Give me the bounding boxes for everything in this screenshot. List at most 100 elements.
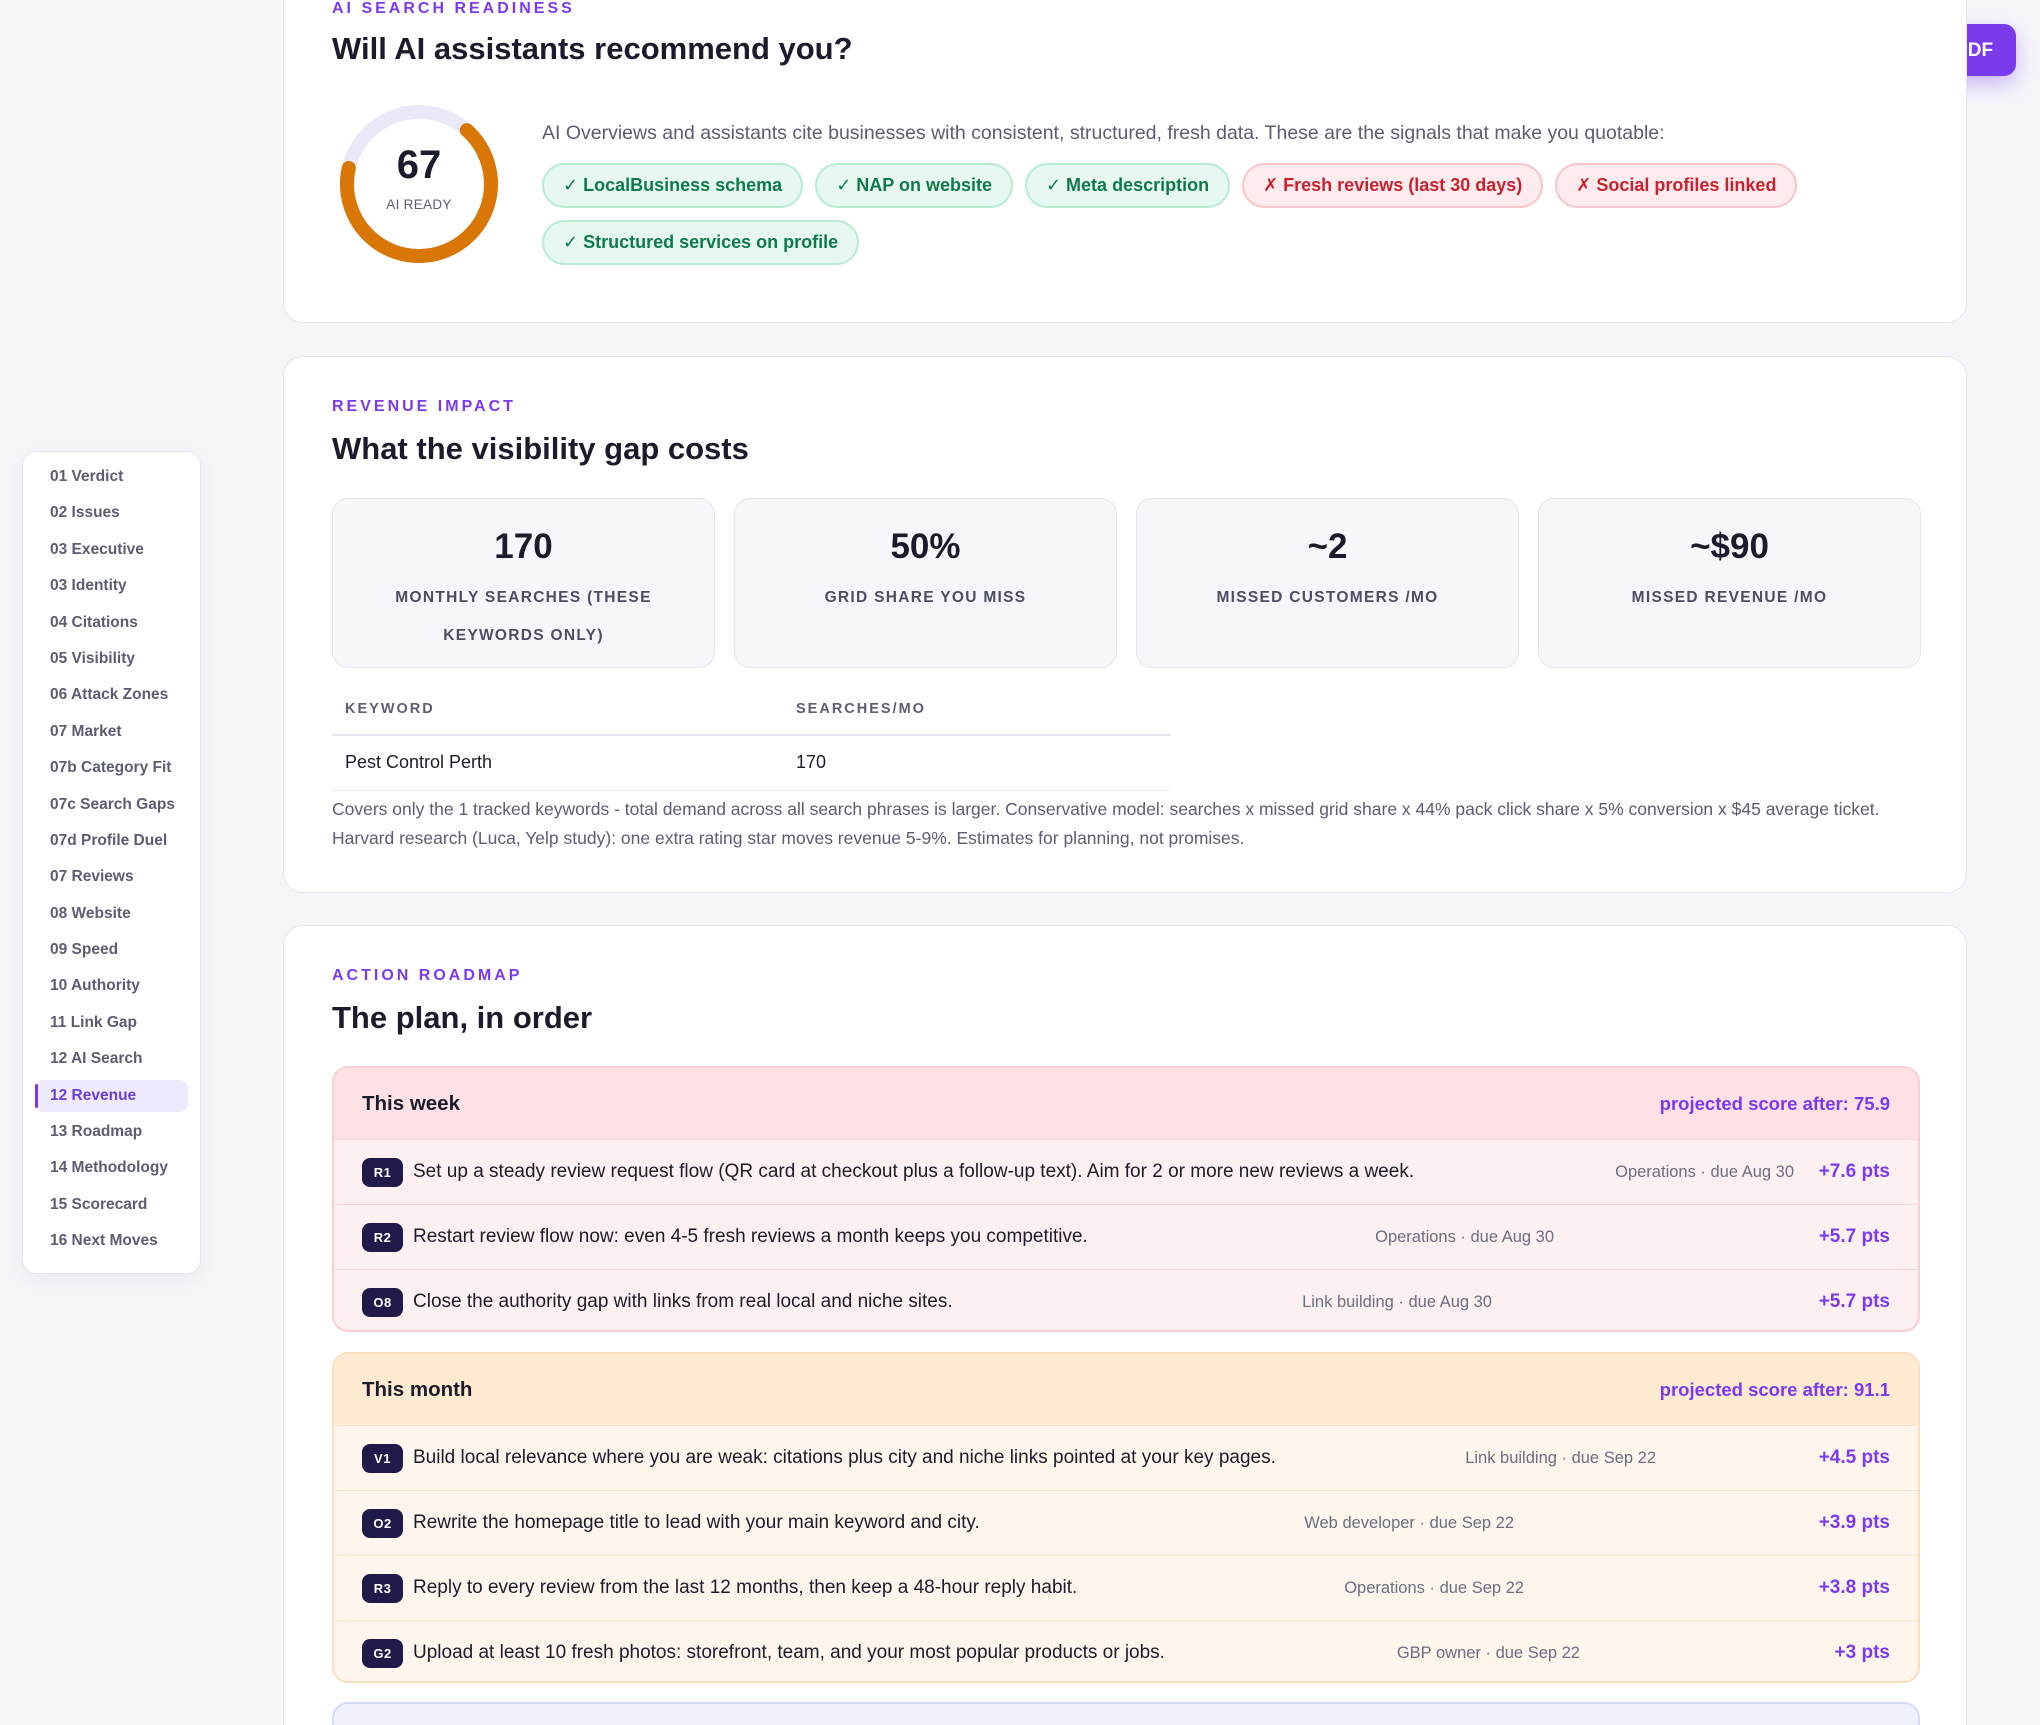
revenue-stats: 170 MONTHLY SEARCHES (THESE KEYWORDS ONL…: [332, 498, 1921, 668]
signal-chip-services: ✓ Structured services on profile: [542, 220, 860, 265]
tier-title: This week: [362, 1091, 460, 1115]
score-ring-arc: [340, 105, 498, 263]
nav-item-methodology[interactable]: 14 Methodology: [50, 1159, 168, 1177]
task-row: O2 Rewrite the homepage title to lead wi…: [334, 1490, 1918, 1555]
nav-item-attack-zones[interactable]: 06 Attack Zones: [50, 686, 169, 704]
tier-header: This week projected score after: 75.9: [334, 1068, 1918, 1139]
nav-item-reviews[interactable]: 07 Reviews: [50, 868, 134, 886]
nav-item-ai-search[interactable]: 12 AI Search: [50, 1050, 143, 1068]
nav-item-category-fit[interactable]: 07b Category Fit: [50, 759, 172, 777]
action-roadmap-card: ACTION ROADMAP The plan, in order This w…: [283, 925, 1967, 1725]
tier-this-week: This week projected score after: 75.9 R1…: [332, 1066, 1920, 1332]
nav-item-roadmap[interactable]: 13 Roadmap: [50, 1123, 143, 1141]
nav-item-executive[interactable]: 03 Executive: [50, 540, 144, 558]
nav-item-link-gap[interactable]: 11 Link Gap: [50, 1013, 138, 1031]
nav-item-identity[interactable]: 03 Identity: [50, 577, 127, 595]
signal-chips: ✓ LocalBusiness schema ✓ NAP on website …: [542, 163, 1922, 265]
task-badge: O8: [362, 1287, 403, 1317]
task-points: +5.7 pts: [1818, 1291, 1890, 1312]
nav-item-next-moves[interactable]: 16 Next Moves: [50, 1232, 158, 1250]
score-ring-graphic: [340, 105, 498, 263]
task-meta: Operations · due Sep 22: [1344, 1578, 1524, 1597]
tier-next: [332, 1702, 1920, 1725]
ai-intro-text: AI Overviews and assistants cite busines…: [542, 122, 1665, 144]
task-badge: R2: [362, 1222, 403, 1252]
task-meta: Operations · due Aug 30: [1615, 1162, 1794, 1181]
nav-item-scorecard[interactable]: 15 Scorecard: [50, 1195, 148, 1213]
task-points: +3.8 pts: [1818, 1577, 1890, 1598]
task-points: +3 pts: [1834, 1642, 1890, 1663]
stat-value: 170: [494, 527, 553, 566]
stat-card-missed-customers: ~2 MISSED CUSTOMERS /MO: [1136, 498, 1519, 668]
revenue-model-note: Covers only the 1 tracked keywords - tot…: [332, 799, 1880, 848]
task-meta: Web developer · due Sep 22: [1304, 1513, 1514, 1532]
signal-chip-meta: ✓ Meta description: [1024, 163, 1231, 208]
revenue-impact-card: REVENUE IMPACT What the visibility gap c…: [283, 356, 1967, 893]
task-points: +3.9 pts: [1818, 1512, 1890, 1533]
nav-item-authority[interactable]: 10 Authority: [50, 977, 140, 995]
stat-label: MISSED CUSTOMERS /MO: [1216, 589, 1439, 606]
nav-item-profile-duel[interactable]: 07d Profile Duel: [50, 831, 168, 849]
nav-item-speed[interactable]: 09 Speed: [50, 941, 119, 959]
task-badge: O2: [362, 1508, 403, 1538]
nav-item-market[interactable]: 07 Market: [50, 722, 122, 740]
ai-score-label: AI READY: [386, 197, 452, 212]
ai-readiness-card: AI SEARCH READINESS Will AI assistants r…: [283, 0, 1967, 323]
nav-item-revenue[interactable]: 12 Revenue: [35, 1079, 188, 1112]
task-text: Restart review flow now: even 4-5 fresh …: [413, 1226, 1088, 1247]
ai-score-value: 67: [396, 143, 442, 187]
tier-title: This month: [362, 1377, 473, 1401]
tier-projection: projected score after: 75.9: [1659, 1092, 1890, 1114]
stat-label: GRID SHARE YOU MISS: [824, 589, 1027, 606]
task-row: R3 Reply to every review from the last 1…: [334, 1555, 1918, 1620]
section-nav: 01 Verdict 02 Issues 03 Executive 03 Ide…: [22, 451, 201, 1274]
task-text: Upload at least 10 fresh photos: storefr…: [413, 1642, 1165, 1663]
nav-item-search-gaps[interactable]: 07c Search Gaps: [50, 795, 175, 813]
task-badge: R3: [362, 1573, 403, 1603]
stat-label: MISSED REVENUE /MO: [1631, 589, 1828, 606]
task-meta: Link building · due Sep 22: [1465, 1448, 1656, 1467]
task-points: +7.6 pts: [1818, 1161, 1890, 1182]
task-text: Close the authority gap with links from …: [413, 1291, 953, 1312]
section-title: Will AI assistants recommend you?: [332, 31, 853, 66]
nav-item-citations[interactable]: 04 Citations: [50, 613, 138, 631]
tier-this-month: This month projected score after: 91.1 V…: [332, 1352, 1920, 1683]
section-title: The plan, in order: [332, 1000, 593, 1035]
task-row: O8 Close the authority gap with links fr…: [334, 1269, 1918, 1330]
task-row: G2 Upload at least 10 fresh photos: stor…: [334, 1620, 1918, 1681]
table-cell-keyword: Pest Control Perth: [332, 735, 783, 791]
stat-card-grid-share: 50% GRID SHARE YOU MISS: [734, 498, 1117, 668]
task-text: Reply to every review from the last 12 m…: [413, 1577, 1078, 1598]
nav-item-issues[interactable]: 02 Issues: [50, 504, 120, 522]
tier-projection: projected score after: 91.1: [1659, 1378, 1890, 1400]
stat-card-searches: 170 MONTHLY SEARCHES (THESE KEYWORDS ONL…: [332, 498, 715, 668]
table-header-keyword: KEYWORD: [332, 683, 783, 736]
stat-card-missed-revenue: ~$90 MISSED REVENUE /MO: [1538, 498, 1921, 668]
task-points: +5.7 pts: [1818, 1226, 1890, 1247]
ai-score-ring: 67 AI READY: [336, 101, 502, 267]
task-meta: Operations · due Aug 30: [1375, 1227, 1554, 1246]
keyword-table: KEYWORD SEARCHES/MO Pest Control Perth 1…: [332, 683, 1171, 791]
task-row: R2 Restart review flow now: even 4-5 fre…: [334, 1204, 1918, 1269]
task-row: R1 Set up a steady review request flow (…: [334, 1139, 1918, 1204]
task-text: Build local relevance where you are weak…: [413, 1447, 1276, 1468]
signal-chip-fresh-reviews: ✗ Fresh reviews (last 30 days): [1242, 163, 1544, 208]
task-text: Rewrite the homepage title to lead with …: [413, 1512, 980, 1533]
stat-value: 50%: [890, 527, 961, 566]
section-eyebrow: REVENUE IMPACT: [332, 398, 516, 415]
table-row: Pest Control Perth 170: [332, 735, 1171, 791]
nav-item-website[interactable]: 08 Website: [50, 904, 131, 922]
task-meta: GBP owner · due Sep 22: [1396, 1643, 1580, 1662]
table-cell-searches: 170: [783, 735, 1171, 791]
signal-chip-social: ✗ Social profiles linked: [1555, 163, 1798, 208]
nav-item-visibility[interactable]: 05 Visibility: [50, 649, 136, 667]
nav-item-verdict[interactable]: 01 Verdict: [50, 468, 124, 485]
task-row: V1 Build local relevance where you are w…: [334, 1425, 1918, 1490]
task-points: +4.5 pts: [1818, 1447, 1890, 1468]
tier-header: This month projected score after: 91.1: [334, 1354, 1918, 1425]
section-title: What the visibility gap costs: [332, 431, 749, 466]
task-badge: V1: [362, 1443, 403, 1473]
signal-chip-schema: ✓ LocalBusiness schema: [542, 163, 804, 208]
task-badge: G2: [362, 1638, 403, 1668]
table-header-searches: SEARCHES/MO: [783, 683, 1171, 736]
